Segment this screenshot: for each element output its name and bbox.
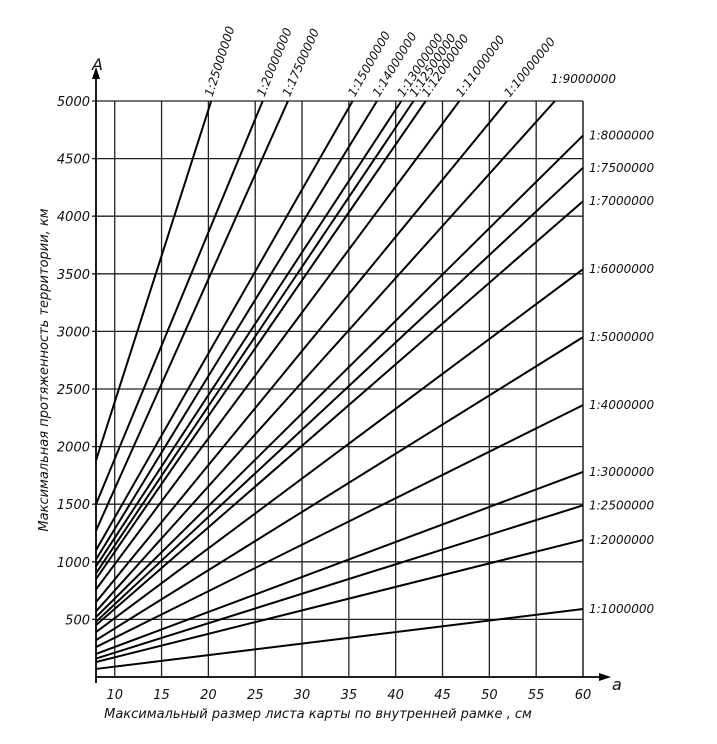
scale-label: 1:1000000	[589, 602, 654, 616]
x-tick-label: 35	[341, 688, 358, 703]
series-line	[95, 100, 461, 591]
x-tick-label: 50	[481, 688, 498, 703]
y-tick-label: 2500	[57, 383, 90, 398]
y-tick-label: 3500	[57, 268, 90, 283]
x-tick-label: 55	[528, 688, 545, 703]
x-axis-letter: a	[612, 675, 622, 694]
grid	[92, 100, 584, 677]
series-line	[95, 100, 403, 567]
series-line	[95, 100, 508, 603]
y-tick-label: 5000	[57, 95, 90, 110]
y-tick-label: 4000	[57, 210, 90, 225]
x-tick-label: 15	[153, 688, 170, 703]
scale-label: 1:2500000	[589, 498, 654, 512]
scale-label: 1:10000000	[501, 34, 558, 99]
series-line	[95, 100, 556, 613]
x-tick-label: 20	[200, 688, 217, 703]
x-tick-label: 25	[247, 688, 264, 703]
scale-label: 1:6000000	[589, 262, 654, 276]
series-line	[95, 336, 584, 641]
x-tick-label: 60	[575, 688, 592, 703]
series-line	[95, 404, 584, 648]
y-axis-title: Максимальная протяженность территории, к…	[37, 208, 52, 531]
y-axis-arrow	[92, 67, 100, 79]
series-line	[95, 504, 584, 660]
series-line	[95, 608, 584, 670]
series-line	[95, 100, 415, 574]
y-tick-label: 500	[65, 613, 90, 628]
y-axis-letter: A	[91, 55, 103, 74]
series-line	[95, 100, 354, 551]
x-tick-label: 45	[434, 688, 451, 703]
series-line	[95, 100, 378, 561]
series-line	[95, 538, 584, 663]
scale-label: 1:7500000	[589, 161, 654, 175]
y-tick-label: 1500	[57, 498, 90, 513]
series-line	[95, 100, 213, 461]
series-lines	[95, 100, 584, 670]
scale-label: 1:5000000	[589, 330, 654, 344]
scale-label: 1:8000000	[589, 129, 654, 143]
y-tick-label: 1000	[57, 556, 90, 571]
y-tick-label: 2000	[57, 441, 90, 456]
labels: 10 15 20 25 30 35 40 45 50 55 60 500 1000 1500 2000 250…	[57, 24, 655, 703]
x-axis-title: Максимальный размер листа карты по внутр…	[104, 707, 532, 722]
x-tick-label: 10	[106, 688, 123, 703]
series-line	[95, 134, 584, 618]
y-tick-label: 4500	[57, 153, 90, 168]
series-line	[95, 471, 584, 655]
x-tick-label: 30	[294, 688, 311, 703]
y-tick-label: 3000	[57, 325, 90, 340]
scale-label: 1:7000000	[589, 194, 654, 208]
series-line	[95, 100, 264, 505]
series-line	[95, 100, 427, 580]
scale-label: 1:2000000	[589, 533, 654, 547]
x-tick-label: 40	[387, 688, 404, 703]
scale-label: 1:25000000	[202, 24, 238, 98]
x-axis-arrow	[599, 673, 611, 681]
scale-label: 1:3000000	[589, 465, 654, 479]
scale-label: 1:4000000	[589, 398, 654, 412]
series-line	[95, 167, 584, 623]
series-line	[95, 268, 584, 633]
series-line	[95, 100, 289, 532]
axes	[92, 67, 611, 683]
scale-label: 1:9000000	[551, 72, 616, 86]
series-line	[95, 200, 584, 626]
